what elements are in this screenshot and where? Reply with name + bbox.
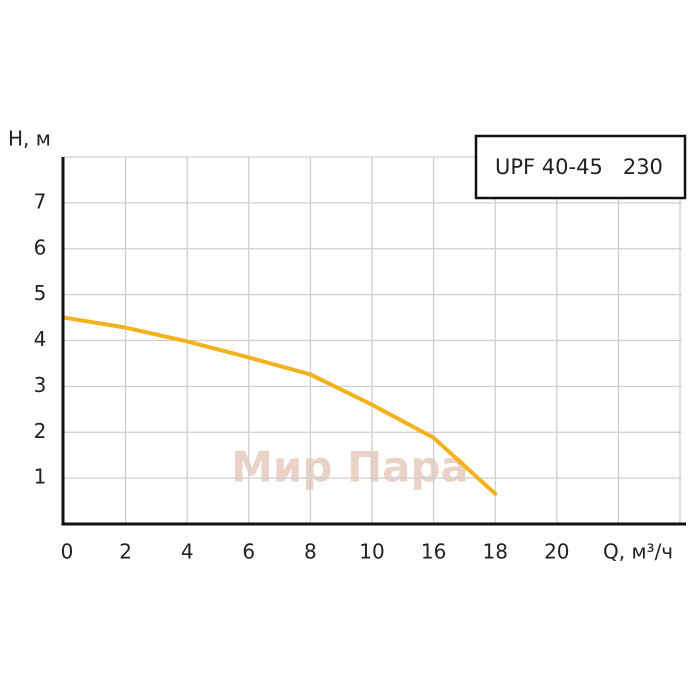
- y-axis-label: H, м: [8, 127, 51, 151]
- legend-entry: UPF 40-45 230: [495, 155, 663, 179]
- x-tick-label: 6: [242, 540, 255, 564]
- y-tick-label: 1: [34, 465, 47, 489]
- y-tick-label: 6: [34, 235, 47, 259]
- x-tick-label: 18: [482, 540, 507, 564]
- legend-box: [474, 134, 687, 200]
- x-tick-label: 10: [359, 540, 384, 564]
- y-tick-label: 5: [34, 281, 47, 305]
- y-tick-label: 3: [34, 373, 47, 397]
- x-axis-label: Q, м³/ч: [603, 540, 673, 564]
- x-tick-label: 2: [119, 540, 132, 564]
- y-tick-label: 2: [34, 419, 47, 443]
- x-tick-label: 4: [181, 540, 194, 564]
- x-tick-label: 16: [421, 540, 446, 564]
- line-series: [62, 315, 498, 496]
- y-tick-label: 7: [34, 189, 47, 213]
- x-tick-label: 0: [61, 540, 74, 564]
- x-tick-label: 8: [304, 540, 317, 564]
- watermark: Мир Пара: [231, 443, 469, 492]
- x-tick-label: 20: [544, 540, 569, 564]
- y-tick-label: 4: [34, 327, 47, 351]
